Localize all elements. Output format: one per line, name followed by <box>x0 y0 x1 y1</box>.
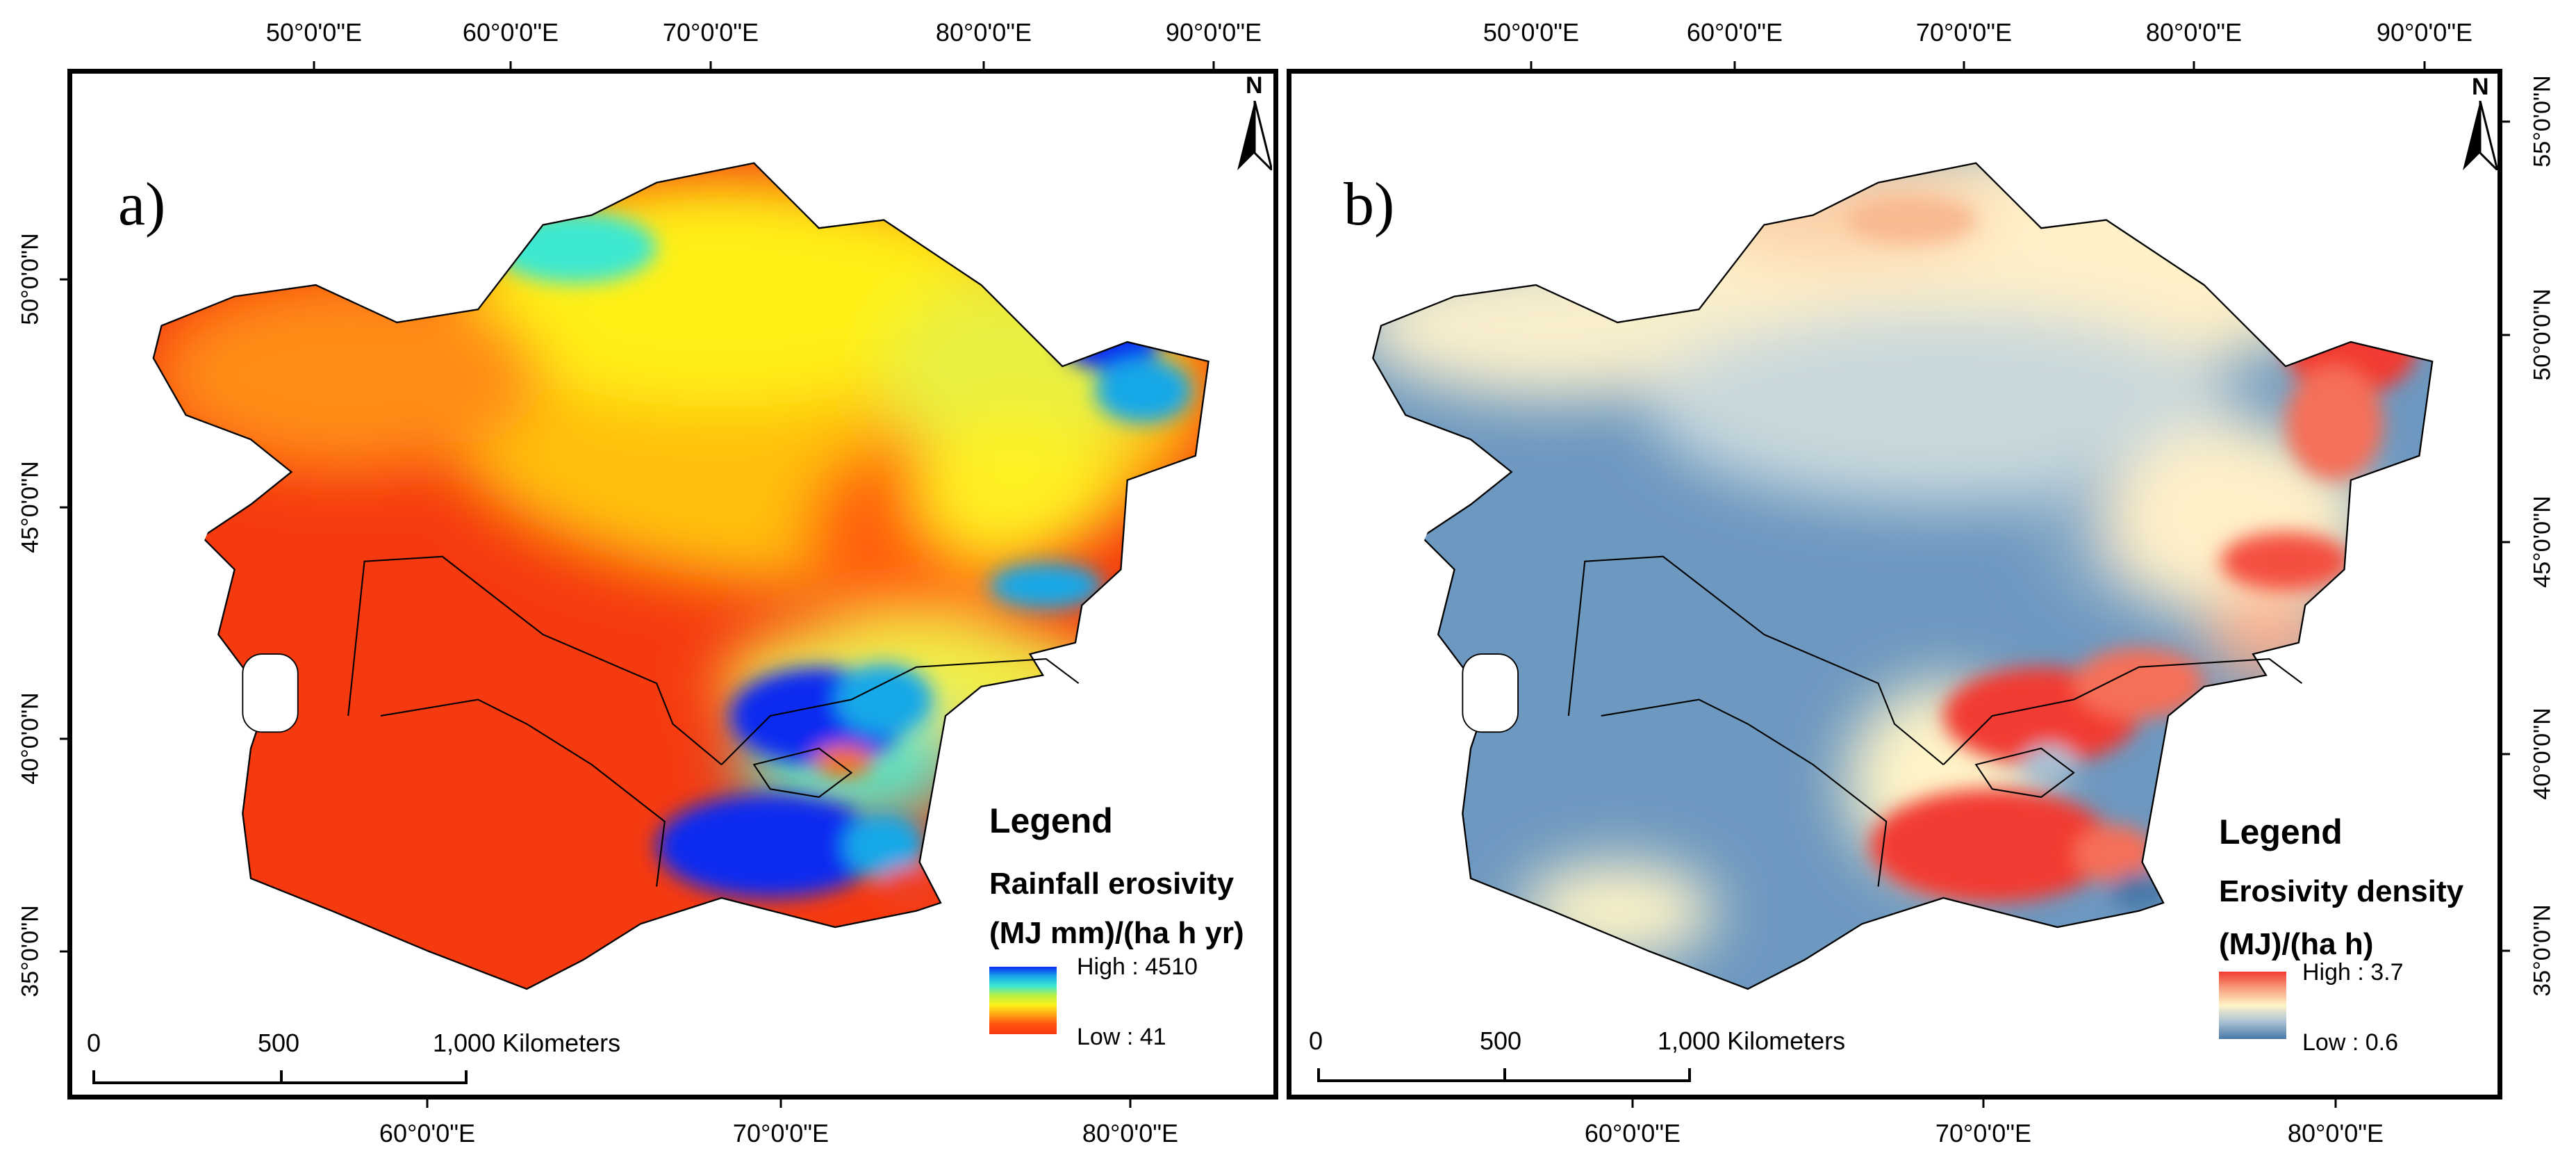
bottom-tick-60e-a: 60°0'0"E <box>379 1119 476 1147</box>
scale-tick-0-a: 0 <box>87 1029 101 1057</box>
legend-unit-a: (MJ mm)/(ha h yr) <box>989 916 1244 950</box>
legend-title-a: Legend <box>989 801 1113 840</box>
scale-tick-500-a: 500 <box>258 1029 300 1057</box>
scale-tick-1000-a: 1,000 Kilometers <box>433 1029 621 1057</box>
north-label-a: N <box>1246 72 1263 99</box>
top-tick-70e-b: 70°0'0"E <box>1915 18 2013 47</box>
panel-a-map <box>152 162 1209 990</box>
legend-color-ramp-b <box>2219 972 2286 1039</box>
panel-b-map <box>1372 162 2434 990</box>
north-label-b: N <box>2472 74 2489 100</box>
legend-high-b: High : 3.7 <box>2302 959 2404 986</box>
right-tick-35n: 35°0'0"N <box>2529 904 2556 997</box>
top-tick-90e-a: 90°0'0"E <box>1165 18 1262 47</box>
right-tick-45n: 45°0'0"N <box>2529 496 2556 588</box>
top-tick-60e-b: 60°0'0"E <box>1686 18 1783 47</box>
panel-b-label: b) <box>1344 171 1395 238</box>
north-arrow-icon <box>2463 101 2497 170</box>
top-tick-50e-b: 50°0'0"E <box>1483 18 1580 47</box>
legend-variable-b: Erosivity density <box>2219 874 2464 908</box>
legend-variable-a: Rainfall erosivity <box>989 867 1235 901</box>
left-tick-40n: 40°0'0"N <box>17 692 44 785</box>
right-tick-40n: 40°0'0"N <box>2529 708 2556 800</box>
left-tick-35n: 35°0'0"N <box>17 905 44 997</box>
legend-color-ramp-a <box>989 967 1057 1034</box>
legend-high-a: High : 4510 <box>1077 954 1198 980</box>
legend-low-b: Low : 0.6 <box>2302 1029 2398 1056</box>
bottom-tick-80e-b: 80°0'0"E <box>2287 1119 2384 1147</box>
top-tick-80e-b: 80°0'0"E <box>2145 18 2243 47</box>
scale-tick-500-b: 500 <box>1480 1027 1522 1055</box>
legend-title-b: Legend <box>2219 812 2343 851</box>
bottom-tick-70e-a: 70°0'0"E <box>732 1119 829 1147</box>
left-tick-45n: 45°0'0"N <box>17 461 44 553</box>
panel-a-label: a) <box>118 171 166 238</box>
panel-a <box>67 69 1278 1099</box>
panel-b <box>1287 69 2502 1099</box>
top-tick-80e-a: 80°0'0"E <box>935 18 1032 47</box>
top-tick-50e-a: 50°0'0"E <box>265 18 363 47</box>
top-tick-60e-a: 60°0'0"E <box>462 18 559 47</box>
legend-unit-b: (MJ)/(ha h) <box>2219 927 2374 961</box>
right-tick-55n: 55°0'0"N <box>2529 75 2556 167</box>
bottom-tick-80e-a: 80°0'0"E <box>1082 1119 1179 1147</box>
bottom-tick-60e-b: 60°0'0"E <box>1584 1119 1681 1147</box>
left-tick-50n: 50°0'0"N <box>17 233 44 325</box>
scale-tick-0-b: 0 <box>1309 1027 1323 1055</box>
legend-low-a: Low : 41 <box>1077 1024 1166 1050</box>
scale-tick-1000-b: 1,000 Kilometers <box>1658 1027 1846 1055</box>
scale-bar-b <box>1317 1068 1691 1082</box>
scale-bar-a <box>92 1070 468 1084</box>
top-tick-70e-a: 70°0'0"E <box>662 18 759 47</box>
right-tick-50n: 50°0'0"N <box>2529 288 2556 381</box>
top-tick-90e-b: 90°0'0"E <box>2376 18 2473 47</box>
north-arrow-icon <box>1237 101 1272 170</box>
bottom-tick-70e-b: 70°0'0"E <box>1935 1119 2032 1147</box>
